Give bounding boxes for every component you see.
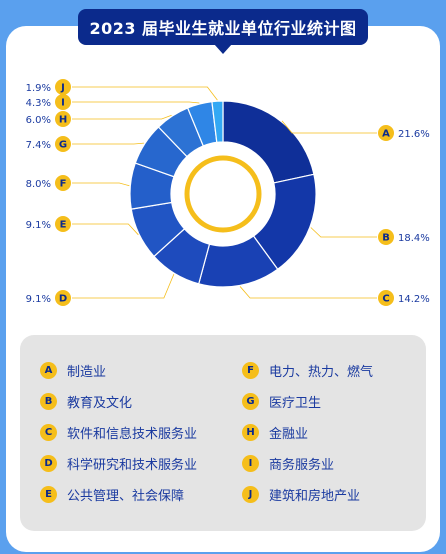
slice-badge-e <box>55 216 71 232</box>
slice-value-j: 1.9% <box>26 83 51 94</box>
legend-label-i: 商务服务业 <box>269 458 335 473</box>
legend-label-h: 金融业 <box>269 427 309 442</box>
slice-badge-g <box>55 136 71 152</box>
slice-value-b: 18.4% <box>398 233 430 244</box>
chart-title: 2023 届毕业生就业单位行业统计图 <box>89 19 357 38</box>
slice-badge-h <box>55 111 71 127</box>
legend-item-e: E 公共管理、社会保障 <box>40 485 184 504</box>
legend-badge-a: A <box>40 362 57 379</box>
legend-label-a: 制造业 <box>67 365 107 380</box>
slice-value-a: 21.6% <box>398 129 430 140</box>
slice-letter-e: E <box>60 220 67 231</box>
legend-item-b: B 教育及文化 <box>40 392 132 411</box>
legend-item-i: I 商务服务业 <box>242 454 334 473</box>
slice-badge-a <box>378 125 394 141</box>
legend-badge-j: J <box>242 486 259 503</box>
slice-value-h: 6.0% <box>26 115 51 126</box>
chart-title-banner: 2023 届毕业生就业单位行业统计图 <box>78 9 368 54</box>
slice-value-i: 4.3% <box>26 98 51 109</box>
slice-badge-d <box>55 290 71 306</box>
slice-badge-c <box>378 290 394 306</box>
legend-item-f: F 电力、热力、燃气 <box>242 361 373 380</box>
legend-label-g: 医疗卫生 <box>269 396 322 411</box>
slice-letter-a: A <box>382 129 390 140</box>
legend: A 制造业 B 教育及文化 C 软件和信息技术服务业 D 科学研究和技术服务业 E 公共管理、社会… <box>20 335 426 531</box>
slice-value-g: 7.4% <box>26 140 51 151</box>
slice-labels: A 21.6% B 18.4% C 14.2% D 9.1% E 9.1% F 8.0% G 7.4% H6… <box>26 79 430 306</box>
slice-letter-h: H <box>59 115 67 126</box>
leader-line-c <box>239 286 377 299</box>
legend-label-j: 建筑和房地产业 <box>269 489 361 504</box>
donut-segments <box>129 100 317 288</box>
slice-letter-j: J <box>60 83 65 94</box>
leader-line-h <box>72 114 172 120</box>
legend-item-j: J 建筑和房地产业 <box>242 485 360 504</box>
legend-item-h: H 金融业 <box>242 423 308 442</box>
slice-badge-j <box>55 79 71 95</box>
legend-item-c: C 软件和信息技术服务业 <box>40 423 197 442</box>
legend-item-a: A 制造业 <box>40 361 106 380</box>
slice-letter-c: C <box>382 294 389 305</box>
legend-badge-g: G <box>242 393 259 410</box>
leader-line-f <box>72 182 130 187</box>
slice-value-d: 9.1% <box>26 294 51 305</box>
legend-item-d: D 科学研究和技术服务业 <box>40 454 197 473</box>
legend-badge-i: I <box>242 455 259 472</box>
slice-badge-i <box>55 94 71 110</box>
slice-letter-b: B <box>382 233 390 244</box>
legend-badge-h: H <box>242 424 259 441</box>
slice-letter-f: F <box>60 179 67 190</box>
leader-lines <box>72 86 377 299</box>
legend-label-b: 教育及文化 <box>67 396 133 411</box>
legend-badge-f: F <box>242 362 259 379</box>
leader-line-i <box>72 101 200 104</box>
leader-line-j <box>72 86 218 101</box>
legend-label-d: 科学研究和技术服务业 <box>67 458 198 473</box>
leader-line-g <box>72 142 144 145</box>
slice-value-c: 14.2% <box>398 294 430 305</box>
leader-line-d <box>72 273 175 299</box>
legend-item-g: G 医疗卫生 <box>242 392 321 411</box>
legend-badge-e: E <box>40 486 57 503</box>
legend-badge-b: B <box>40 393 57 410</box>
leader-line-e <box>72 223 139 236</box>
slice-badge-b <box>378 229 394 245</box>
legend-label-e: 公共管理、社会保障 <box>67 489 185 504</box>
slice-letter-i: I <box>61 98 65 109</box>
legend-label-f: 电力、热力、燃气 <box>269 365 374 380</box>
slice-value-f: 8.0% <box>26 179 51 190</box>
slice-badge-f <box>55 175 71 191</box>
center-ring <box>184 155 262 233</box>
leader-line-b <box>310 227 377 238</box>
legend-label-c: 软件和信息技术服务业 <box>67 427 198 442</box>
legend-badge-c: C <box>40 424 57 441</box>
leader-line-a <box>281 120 377 134</box>
legend-badge-d: D <box>40 455 57 472</box>
slice-letter-g: G <box>59 140 67 151</box>
slice-value-e: 9.1% <box>26 220 51 231</box>
slice-letter-d: D <box>59 294 67 305</box>
